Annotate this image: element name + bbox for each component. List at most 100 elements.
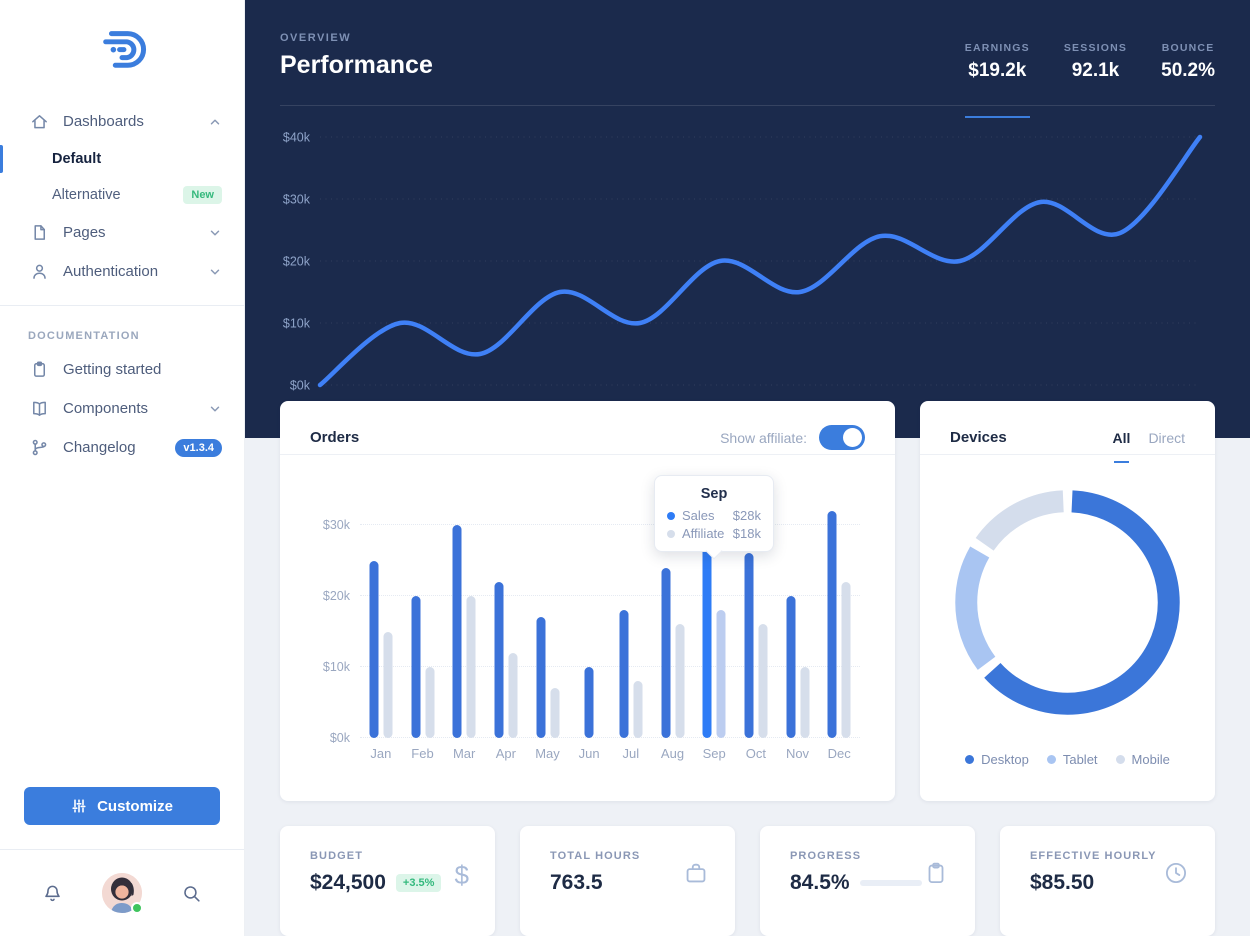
bar-affiliate[interactable] [841, 581, 851, 738]
x-axis-label: Jan [370, 746, 392, 761]
tooltip-series-name: Sales [682, 508, 715, 523]
chart-tooltip: Sep Sales $28k Affiliate $18k [654, 475, 774, 552]
legend-item-desktop[interactable]: Desktop [965, 752, 1029, 767]
devices-card-title: Devices [950, 429, 1007, 446]
logo-icon [103, 31, 146, 68]
bar-affiliate[interactable] [716, 610, 726, 738]
chevron-down-icon [208, 265, 222, 279]
bar-affiliate[interactable] [633, 681, 643, 738]
donut-segment-desktop[interactable] [955, 490, 1180, 715]
legend-item-tablet[interactable]: Tablet [1046, 752, 1098, 767]
hero-eyebrow: OVERVIEW [280, 32, 352, 44]
bar-affiliate[interactable] [758, 624, 768, 738]
bar-sales[interactable] [494, 581, 504, 738]
hero-stat-bounce[interactable]: BOUNCE 50.2% [1161, 42, 1215, 82]
orders-card: Orders Show affiliate: Sep Sales $28k [280, 401, 895, 801]
bar-sales[interactable] [744, 553, 754, 738]
bar-group-oct [744, 553, 768, 738]
new-badge: New [183, 186, 222, 204]
bar-sales[interactable] [536, 617, 545, 738]
sidebar-item-label: Pages [63, 224, 106, 241]
bar-sales[interactable] [702, 539, 712, 738]
customize-label: Customize [97, 797, 173, 815]
bar-sales[interactable] [452, 525, 462, 738]
y-axis-label: $40k [283, 131, 311, 145]
x-axis-label: Feb [411, 746, 434, 761]
notifications-button[interactable] [42, 883, 63, 904]
bar-sales[interactable] [411, 596, 420, 738]
y-axis-label: $0k [290, 379, 311, 393]
sidebar-footer [0, 849, 244, 936]
sidebar-item-default[interactable]: Default [0, 141, 244, 177]
user-avatar[interactable] [102, 873, 143, 914]
customize-button[interactable]: Customize [24, 787, 220, 825]
gridline [360, 666, 860, 667]
y-axis-label: $20k [283, 255, 311, 269]
stat-value: 92.1k [1071, 60, 1120, 81]
page-title: Performance [280, 51, 433, 79]
stats-row: BUDGET $24,500 +3.5% $ TOTAL HOURS 763.5 [280, 826, 1215, 936]
tooltip-title: Sep [700, 486, 728, 502]
tooltip-series-value: $28k [732, 508, 761, 523]
donut-segment-tablet[interactable] [955, 490, 1180, 715]
performance-hero: OVERVIEW Performance EARNINGS $19.2k SES… [245, 0, 1250, 438]
hero-stats: EARNINGS $19.2k SESSIONS 92.1k BOUNCE 50… [964, 32, 1215, 118]
stat-card-label: PROGRESS [790, 850, 862, 862]
stat-card-value: 763.5 [550, 871, 603, 894]
toggle-knob [843, 428, 862, 447]
sidebar-item-dashboards[interactable]: Dashboards [0, 102, 244, 141]
devices-legend: Desktop Tablet Mobile [965, 752, 1170, 767]
clipboard-icon [923, 850, 949, 936]
bar-affiliate[interactable] [466, 596, 476, 738]
x-axis-label: Aug [660, 746, 685, 761]
sidebar-item-components[interactable]: Components [0, 389, 244, 428]
bar-affiliate[interactable] [675, 624, 684, 738]
x-axis-label: Apr [495, 746, 516, 761]
show-affiliate-toggle[interactable] [819, 425, 865, 450]
bar-affiliate[interactable] [800, 667, 809, 738]
stat-label: SESSIONS [1063, 42, 1128, 54]
hero-stat-sessions[interactable]: SESSIONS 92.1k [1064, 42, 1127, 82]
tab-all[interactable]: All [1112, 429, 1131, 463]
stat-value: $19.2k [968, 60, 1027, 81]
sidebar-item-pages[interactable]: Pages [0, 213, 244, 252]
stat-card-value: $85.50 [1030, 871, 1095, 894]
devices-donut-chart[interactable] [955, 490, 1180, 715]
sidebar-item-authentication[interactable]: Authentication [0, 252, 244, 291]
bar-sales[interactable] [369, 560, 379, 738]
total-hours-card: TOTAL HOURS 763.5 [520, 826, 735, 936]
legend-item-mobile[interactable]: Mobile [1115, 752, 1170, 767]
bar-sales[interactable] [661, 567, 670, 738]
tab-direct[interactable]: Direct [1148, 429, 1185, 446]
x-axis-label: Jun [578, 746, 600, 761]
bar-affiliate[interactable] [383, 631, 393, 738]
hero-stat-earnings[interactable]: EARNINGS $19.2k [964, 42, 1030, 118]
sidebar-item-label: Alternative [52, 187, 121, 203]
tooltip-series-value: $18k [732, 526, 761, 541]
bar-sales[interactable] [584, 667, 594, 738]
x-axis-label: Sep [702, 746, 726, 761]
bar-affiliate[interactable] [550, 688, 559, 738]
affiliate-dot-icon [667, 529, 675, 538]
bar-affiliate[interactable] [508, 652, 518, 738]
bar-sales[interactable] [786, 596, 795, 738]
bar-affiliate[interactable] [425, 667, 434, 738]
sidebar-item-alternative[interactable]: Alternative New [0, 177, 244, 213]
bar-group-aug [661, 567, 684, 738]
bar-sales[interactable] [619, 610, 629, 738]
bar-sales[interactable] [827, 510, 837, 738]
online-status-dot [131, 902, 143, 914]
sidebar-item-changelog[interactable]: Changelog v1.3.4 [0, 428, 244, 467]
sidebar: Dashboards Default Alternative New Pages [0, 0, 245, 936]
bar-group-sep [702, 539, 726, 738]
x-axis-label: Dec [827, 746, 851, 761]
trend-badge: +3.5% [395, 874, 442, 892]
x-axis-label: Nov [785, 746, 810, 761]
y-axis-label: $30k [283, 193, 311, 207]
stat-card-label: BUDGET [310, 850, 364, 862]
search-button[interactable] [181, 883, 202, 904]
sidebar-item-label: Dashboards [63, 113, 144, 130]
legend-dot-icon [1115, 755, 1125, 764]
sidebar-item-getting-started[interactable]: Getting started [0, 350, 244, 389]
active-indicator [0, 145, 3, 173]
